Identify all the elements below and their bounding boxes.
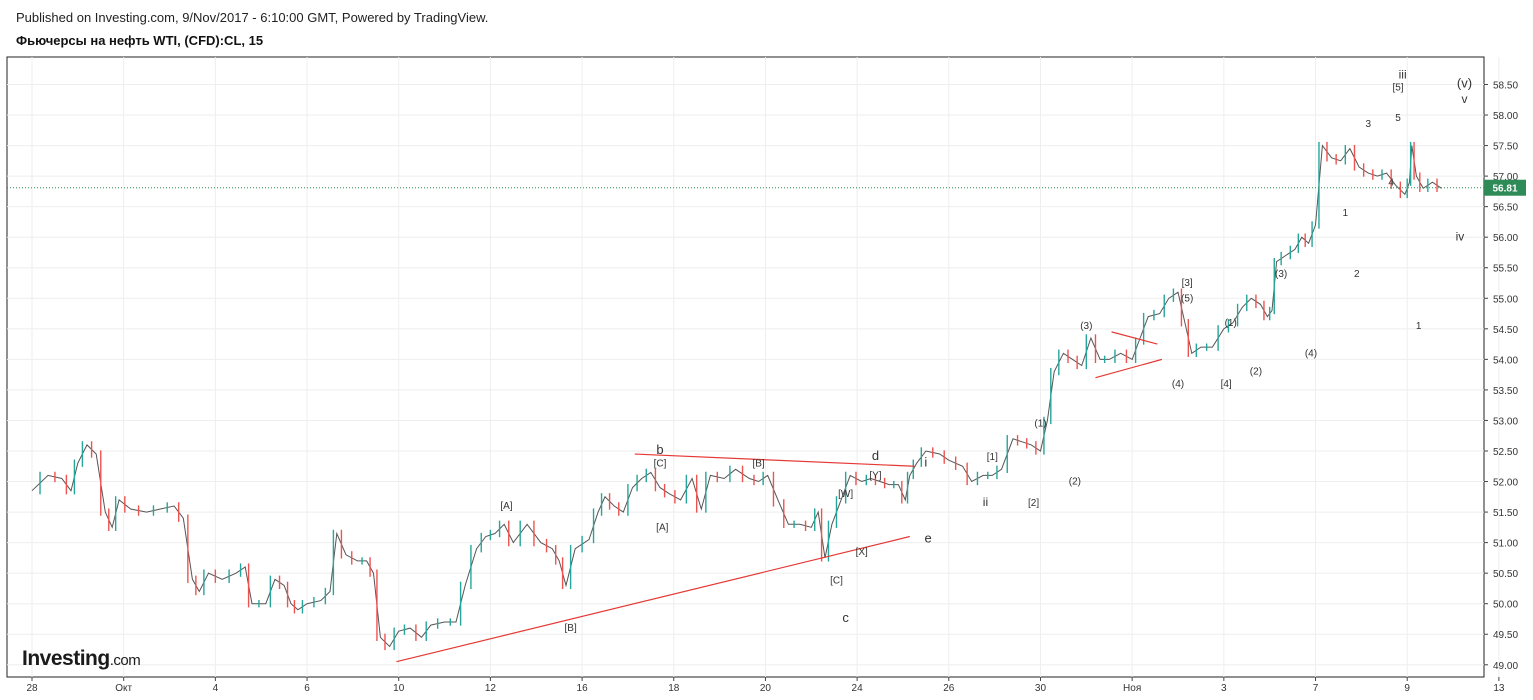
wave-label: 1: [1416, 321, 1422, 332]
wave-label: 1: [1343, 208, 1349, 219]
wave-label: (4): [1172, 379, 1184, 390]
trendlines: [396, 331, 1163, 663]
trendline: [396, 535, 910, 663]
y-tick-label: 53.50: [1493, 386, 1518, 397]
y-tick-label: 56.50: [1493, 203, 1518, 214]
wave-label: (4): [1305, 348, 1317, 359]
x-tick-label: 3: [1221, 683, 1227, 694]
wave-label: c: [842, 610, 849, 625]
last-price-badge: [1484, 179, 1526, 196]
y-tick-label: 58.00: [1493, 111, 1518, 122]
wave-label: [3]: [1182, 278, 1193, 289]
x-tick-label: 7: [1313, 683, 1319, 694]
y-tick-label: 51.00: [1493, 539, 1518, 550]
wave-label: [2]: [1028, 498, 1039, 509]
wave-label: i: [924, 454, 927, 469]
wave-label: iii: [1399, 67, 1407, 81]
y-tick-label: 56.00: [1493, 233, 1518, 244]
wave-label: [B]: [752, 458, 764, 469]
x-tick-label: 13: [1493, 683, 1505, 694]
wave-label: [X]: [856, 547, 868, 558]
x-tick-label: 6: [304, 683, 310, 694]
wave-label: [B]: [565, 623, 577, 634]
wave-label: (2): [1069, 477, 1081, 488]
y-tick-label: 49.00: [1493, 661, 1518, 672]
logo-brand: Investing: [22, 647, 110, 670]
y-tick-label: 57.50: [1493, 142, 1518, 153]
wave-label: v: [1462, 92, 1468, 106]
wave-label: e: [925, 531, 932, 546]
x-tick-label: Ноя: [1123, 683, 1141, 694]
y-tick-label: 54.00: [1493, 355, 1518, 366]
x-tick-label: 24: [852, 683, 864, 694]
y-tick-label: 50.50: [1493, 569, 1518, 580]
wave-label: 4: [1388, 177, 1394, 188]
x-tick-label: 4: [213, 683, 219, 694]
wave-label: b: [656, 442, 663, 457]
published-caption: Published on Investing.com, 9/Nov/2017 -…: [16, 10, 489, 25]
wave-label: 3: [1365, 119, 1371, 130]
x-tick-label: 30: [1035, 683, 1047, 694]
wave-label: (2): [1250, 367, 1262, 378]
wave-label: (v): [1457, 76, 1472, 91]
y-tick-label: 55.50: [1493, 264, 1518, 275]
x-tick-label: Окт: [115, 683, 132, 694]
wave-label: (1): [1225, 318, 1237, 329]
x-tick-label: 10: [393, 683, 405, 694]
y-tick-label: 57.00: [1493, 172, 1518, 183]
y-tick-label: 55.00: [1493, 294, 1518, 305]
y-tick-label: 54.50: [1493, 325, 1518, 336]
x-tick-label: 18: [668, 683, 680, 694]
x-tick-label: 12: [485, 683, 497, 694]
wave-label: (1): [1034, 419, 1046, 430]
chart-title: Фьючерсы на нефть WTI, (CFD):CL, 15: [16, 33, 264, 48]
x-tick-label: 16: [577, 683, 589, 694]
x-tick-label: 26: [943, 683, 955, 694]
trendline: [1111, 331, 1158, 345]
wave-label: [5]: [1392, 83, 1403, 94]
wave-label: (5): [1181, 293, 1193, 304]
wave-label: (3): [1275, 269, 1287, 280]
wave-label: d: [872, 448, 879, 463]
logo-domain: .com: [109, 652, 141, 669]
wave-label: [W]: [838, 489, 853, 500]
y-tick-label: 50.00: [1493, 600, 1518, 611]
wave-label: (3): [1080, 321, 1092, 332]
wave-label: [Y]: [869, 470, 881, 481]
wave-label: [A]: [656, 522, 668, 533]
x-tick-label: 28: [26, 683, 38, 694]
wave-label: [4]: [1221, 379, 1232, 390]
wave-label: [C]: [654, 458, 667, 469]
y-tick-label: 49.50: [1493, 630, 1518, 641]
x-tick-label: 20: [760, 683, 772, 694]
last-price-label: 56.81: [1492, 184, 1517, 195]
price-series: [31, 141, 1442, 651]
grid: [7, 57, 1500, 677]
y-tick-label: 52.50: [1493, 447, 1518, 458]
wave-label: [C]: [830, 576, 843, 587]
trendline: [634, 453, 915, 467]
y-tick-label: 53.00: [1493, 416, 1518, 427]
wave-label: ii: [983, 495, 988, 509]
trendline: [1095, 358, 1163, 379]
wave-label: iv: [1456, 229, 1465, 243]
price-line: [31, 144, 1442, 648]
investing-logo: Investing.com: [22, 647, 141, 671]
y-tick-label: 58.50: [1493, 80, 1518, 91]
wave-label: 5: [1395, 113, 1401, 124]
wave-label: [A]: [500, 501, 512, 512]
axes: 58.50 58.00 57.50 57.00 56.50 56.00 55.50 55.00…: [7, 80, 1526, 694]
plot-area: [6, 56, 1485, 678]
x-tick-label: 9: [1404, 683, 1410, 694]
y-tick-label: 52.00: [1493, 478, 1518, 489]
wave-annotations: b[C] [B]d[Y]i[A][A][W][X]e[C][B]c[1]ii [2]…: [500, 67, 1472, 634]
wave-label: 2: [1354, 269, 1360, 280]
y-tick-label: 51.50: [1493, 508, 1518, 519]
wave-label: [1]: [987, 452, 998, 463]
